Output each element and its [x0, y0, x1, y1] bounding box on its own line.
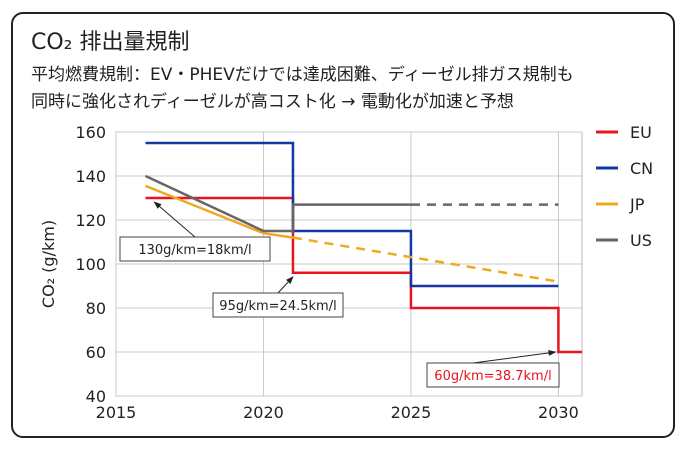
subtitle-line-1: 平均燃費規制：EV・PHEVだけでは達成困難、ディーゼル排ガス規制も: [31, 65, 574, 85]
x-tick-label: 2025: [391, 403, 432, 422]
annotation-box: [212, 292, 344, 318]
x-tick-label: 2030: [538, 403, 579, 422]
annotation-box: [426, 362, 560, 388]
annotation-arrow: [153, 201, 196, 238]
annotation-label: 60g/km=38.7km/l: [434, 369, 551, 384]
series-line-jp: [145, 184, 294, 239]
annotation-label: 130g/km=18km/l: [138, 243, 251, 258]
y-tick-label: 120: [75, 211, 106, 230]
legend-label: US: [630, 231, 652, 250]
legend-label: CN: [630, 159, 653, 178]
legend-label: JP: [629, 195, 645, 214]
series-dashed-jp: [292, 236, 559, 283]
y-tick-label: 140: [75, 167, 106, 186]
card-frame: [11, 12, 675, 438]
y-tick-label: 80: [86, 299, 106, 318]
y-tick-label: 40: [86, 387, 106, 406]
chart-title: CO₂ 排出量規制: [31, 30, 190, 55]
x-tick-label: 2020: [243, 403, 284, 422]
y-tick-label: 160: [75, 123, 106, 142]
y-tick-label: 60: [86, 343, 106, 362]
annotation-box: [119, 236, 271, 262]
x-tick-label: 2015: [96, 403, 137, 422]
series-line-us: [144, 174, 411, 233]
annotation-arrow: [277, 276, 294, 294]
annotation-label: 95g/km=24.5km/l: [219, 299, 336, 314]
series-line-cn: [145, 141, 559, 288]
y-tick-label: 100: [75, 255, 106, 274]
annotation-arrow: [472, 349, 557, 364]
subtitle-line-2: 同時に強化されディーゼルが高コスト化 → 電動化が加速と予想: [31, 92, 514, 112]
y-axis-label: CO₂ (g/km): [39, 220, 58, 308]
legend-label: EU: [630, 123, 652, 142]
